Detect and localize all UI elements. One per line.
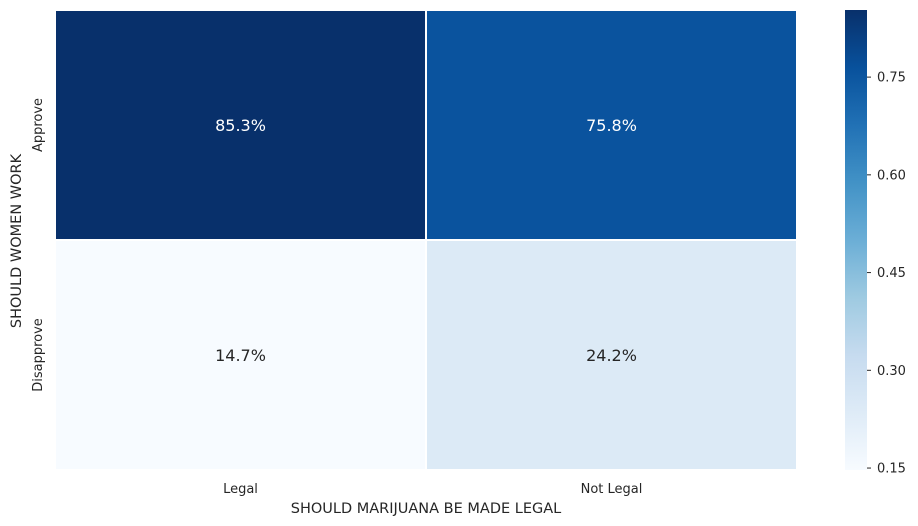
colorbar-tick-label: 0.45 <box>877 266 906 281</box>
x-axis-label: SHOULD MARIJUANA BE MADE LEGAL <box>291 501 562 517</box>
heatmap-cells <box>54 9 798 471</box>
heatmap-cell <box>54 239 427 471</box>
colorbar-ticks: 0.15 0.30 0.45 0.60 0.75 <box>867 71 906 477</box>
x-tick-label: Not Legal <box>581 482 643 497</box>
colorbar-tick-label: 0.15 <box>877 462 906 477</box>
y-tick-labels: Approve Disapprove <box>31 98 46 392</box>
cell-value-label: 85.3% <box>215 116 266 135</box>
x-tick-label: Legal <box>223 482 258 497</box>
colorbar-tick-label: 0.30 <box>877 364 906 379</box>
colorbar: 0.15 0.30 0.45 0.60 0.75 <box>845 10 906 477</box>
heatmap-cell-labels: 85.3% 75.8% 14.7% 24.2% <box>215 116 637 365</box>
colorbar-tick-label: 0.60 <box>877 168 906 183</box>
heatmap-cell <box>425 239 798 471</box>
cell-value-label: 75.8% <box>586 116 637 135</box>
cell-value-label: 14.7% <box>215 346 266 365</box>
colorbar-gradient <box>845 10 867 470</box>
y-tick-label: Approve <box>31 98 46 152</box>
x-tick-labels: Legal Not Legal <box>223 482 642 497</box>
y-tick-label: Disapprove <box>31 318 46 392</box>
heatmap-cell <box>54 9 427 241</box>
cell-value-label: 24.2% <box>586 346 637 365</box>
colorbar-tick-label: 0.75 <box>877 71 906 86</box>
heatmap-cell <box>425 9 798 241</box>
y-axis-label: SHOULD WOMEN WORK <box>9 153 25 328</box>
